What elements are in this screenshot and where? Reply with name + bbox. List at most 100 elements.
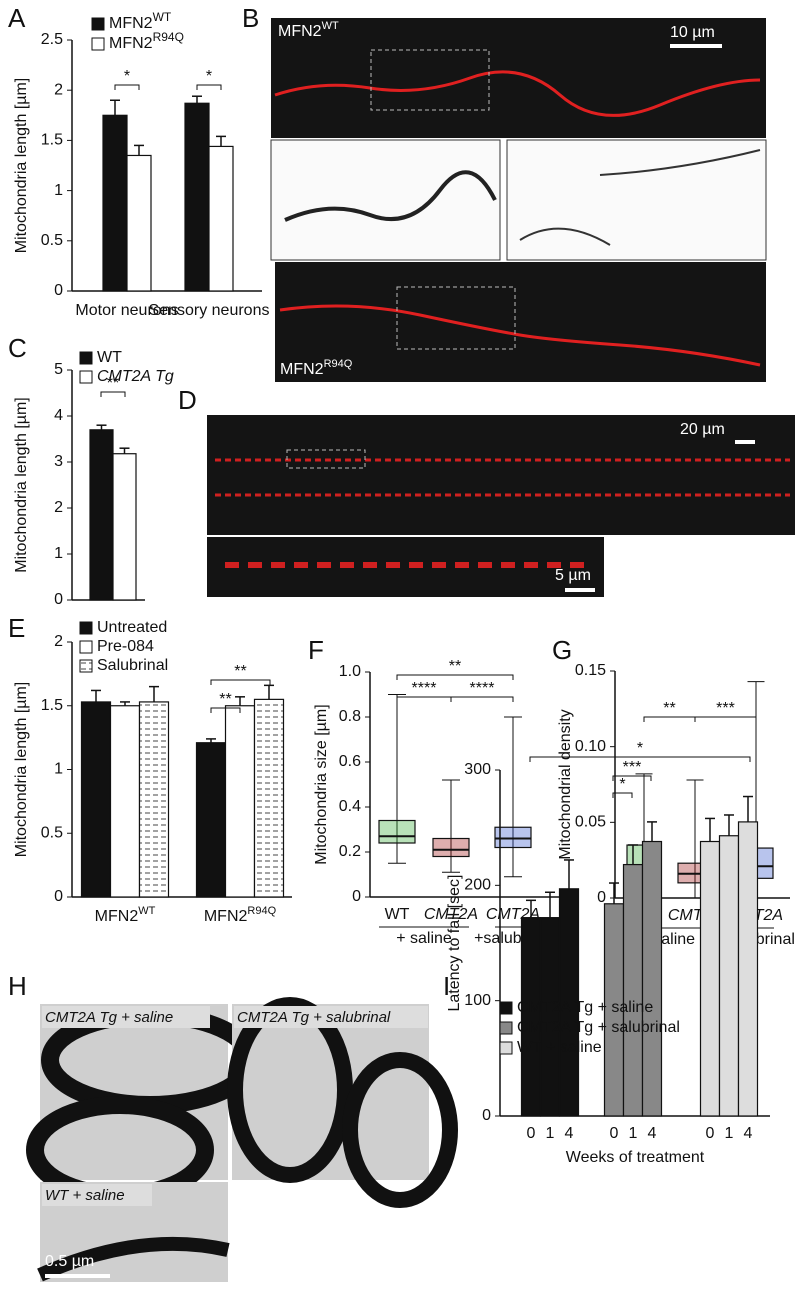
y-tick-label: 0 [597, 889, 606, 906]
panel-letter: C [8, 333, 27, 363]
y-tick-label: 3 [54, 453, 63, 470]
significance-bracket [396, 674, 514, 680]
y-tick-label: 1 [54, 761, 63, 778]
legend-label: Untreated [97, 619, 167, 636]
legend-label: CMT2A Tg [97, 368, 174, 385]
x-axis-label: Weeks of treatment [566, 1149, 705, 1166]
significance-bracket [196, 84, 222, 90]
bar [641, 840, 663, 1117]
significance-label: *** [623, 759, 642, 776]
chart: 0 0.5 1 1.5 2 2.5 Mitochondria length [µm] Moto… [13, 10, 269, 319]
bar [539, 917, 561, 1117]
y-tick-label: 1.5 [41, 697, 63, 714]
bar [718, 835, 740, 1117]
category-text: Sensory neurons [149, 302, 270, 319]
scale-label: 0.5 µm [45, 1253, 94, 1270]
significance-bracket [114, 84, 140, 90]
legend-swatch [91, 37, 105, 51]
panel-letter: I [443, 971, 450, 1001]
bar [699, 840, 721, 1117]
bar [102, 114, 128, 292]
y-tick-label: 0.6 [339, 753, 361, 770]
significance-bracket [396, 696, 452, 702]
significance-bracket [694, 716, 757, 722]
bar [80, 701, 112, 898]
legend-swatch [79, 659, 93, 673]
group-label: + saline [396, 930, 452, 947]
x-tick-label: Sensory neurons [149, 302, 270, 319]
significance-bracket [100, 391, 126, 397]
legend-swatch [79, 351, 93, 365]
image-label: CMT2A Tg + saline [45, 1009, 173, 1026]
legend-text: CMT2A Tg [97, 368, 174, 385]
legend-text: MFN2 [109, 15, 153, 32]
bar [208, 145, 234, 292]
y-axis-label: Latency to fall [sec] [446, 875, 463, 1012]
bar [558, 888, 580, 1117]
x-tick-label: WT [385, 906, 410, 923]
box [494, 826, 532, 849]
x-tick-label: 0 [527, 1125, 536, 1142]
panel-letter: F [308, 635, 324, 665]
legend-text: CMT2A Tg + saline [517, 999, 653, 1016]
bar [253, 698, 285, 898]
bar [109, 705, 141, 898]
panel-b-images: MFN2WT 10 µm MFN2R94Q [270, 18, 767, 382]
significance-bracket [643, 716, 696, 722]
y-tick-label: 0 [54, 888, 63, 905]
y-tick-label: 5 [54, 361, 63, 378]
y-tick-label: 1 [54, 545, 63, 562]
panel-letter: G [552, 635, 572, 665]
y-tick-label: 2.5 [41, 31, 63, 48]
legend-text: WT [97, 349, 122, 366]
bar [520, 917, 542, 1117]
legend-text: WT + saline [517, 1039, 602, 1056]
significance-bracket [529, 756, 751, 762]
y-tick-label: 0 [352, 888, 361, 905]
scale-label: 5 µm [555, 567, 591, 584]
significance-label: ** [107, 375, 119, 392]
box [432, 837, 470, 858]
legend-label: CMT2A Tg + salubrinal [517, 1019, 680, 1036]
significance-label: *** [716, 700, 735, 717]
legend-text: Untreated [97, 619, 167, 636]
significance-label: ** [234, 663, 246, 680]
y-tick-label: 0.5 [41, 232, 63, 249]
bar [112, 453, 137, 601]
legend-swatch [499, 1041, 513, 1055]
y-axis-label: Mitochondria length [µm] [13, 397, 30, 573]
y-tick-label: 2 [54, 81, 63, 98]
y-tick-label: 0.5 [41, 824, 63, 841]
panel-h-images: CMT2A Tg + saline CMT2A Tg + salubrinal … [26, 997, 458, 1282]
significance-bracket [210, 679, 271, 685]
panel-letter: A [8, 3, 26, 33]
legend-text: Salubrinal [97, 657, 168, 674]
y-axis-label: Mitochondrial density [557, 709, 574, 859]
bar [224, 705, 256, 898]
y-tick-label: 4 [54, 407, 63, 424]
legend-label: WT + saline [517, 1039, 602, 1056]
bar [184, 102, 210, 292]
significance-label: ** [449, 658, 461, 675]
y-tick-label: 200 [464, 877, 491, 894]
y-tick-label: 0.05 [575, 814, 606, 831]
y-axis-label: Mitochondria length [µm] [13, 78, 30, 254]
chart: 0 0.2 0.4 0.6 0.8 1.0 Mitochondria size [µm] WT… [313, 658, 570, 947]
legend-label: CMT2A Tg + saline [517, 999, 653, 1016]
significance-label: * [206, 68, 212, 85]
y-tick-label: 2 [54, 633, 63, 650]
significance-label: **** [470, 680, 495, 697]
y-tick-label: 0 [54, 282, 63, 299]
significance-label: ** [663, 700, 675, 717]
legend-swatch [499, 1021, 513, 1035]
y-tick-label: 1.5 [41, 132, 63, 149]
y-tick-label: 0.8 [339, 708, 361, 725]
x-tick-label: 1 [629, 1125, 638, 1142]
significance-label: ** [219, 691, 231, 708]
box [378, 819, 416, 844]
y-tick-label: 0 [482, 1107, 491, 1124]
x-tick-label: MFN2R94Q [204, 905, 277, 925]
panel-letter: H [8, 971, 27, 1001]
